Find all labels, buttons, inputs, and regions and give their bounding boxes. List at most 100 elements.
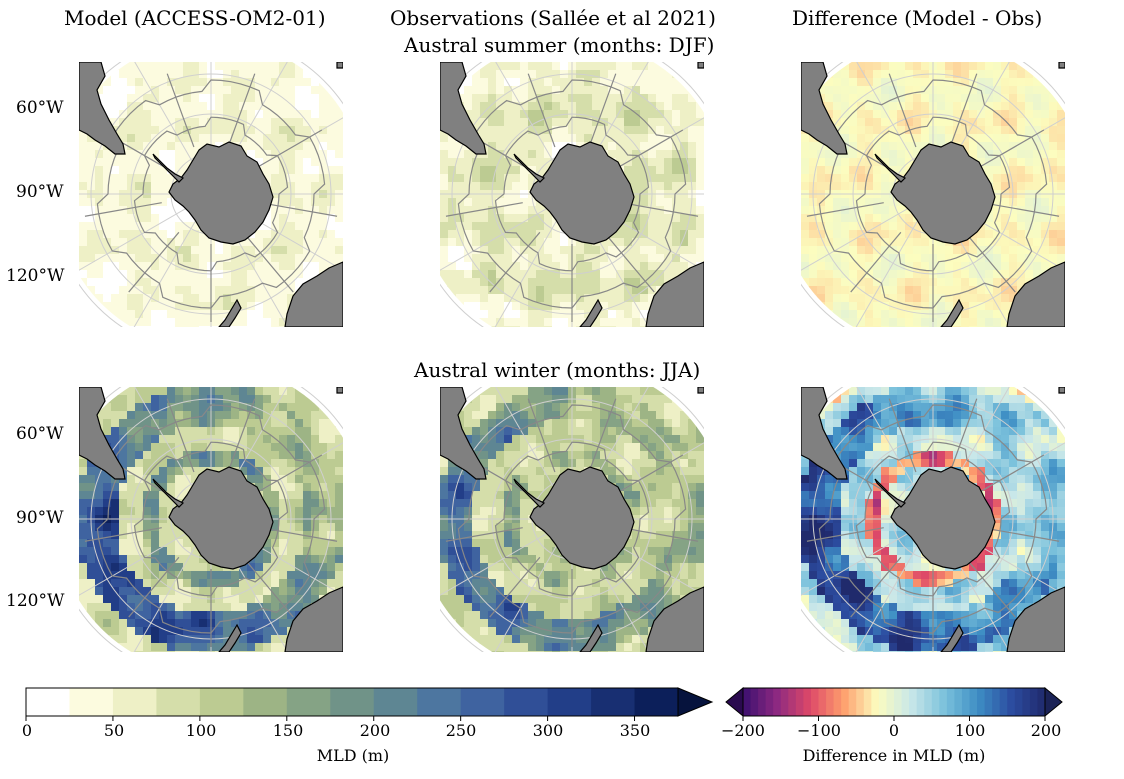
- field-cell: [1049, 198, 1058, 207]
- field-cell: [881, 182, 890, 191]
- field-cell: [632, 206, 641, 215]
- field-cell: [993, 166, 1002, 175]
- field-cell: [664, 403, 673, 412]
- field-cell: [648, 230, 657, 239]
- field-cell: [456, 483, 465, 492]
- field-cell: [528, 443, 537, 452]
- field-cell: [889, 230, 898, 239]
- field-cell: [311, 435, 320, 444]
- field-cell: [656, 142, 665, 151]
- field-cell: [303, 595, 312, 604]
- field-cell: [183, 651, 192, 652]
- field-cell: [648, 254, 657, 263]
- field-cell: [600, 403, 609, 412]
- field-cell: [672, 443, 681, 452]
- field-cell: [985, 118, 994, 127]
- field-cell: [263, 302, 272, 311]
- field-cell: [552, 475, 561, 484]
- field-cell: [688, 126, 697, 135]
- field-cell: [87, 563, 96, 572]
- field-cell: [889, 134, 898, 143]
- field-cell: [271, 555, 280, 564]
- field-cell: [865, 318, 874, 327]
- field-cell: [608, 286, 617, 295]
- field-cell: [512, 475, 521, 484]
- field-cell: [993, 126, 1002, 135]
- field-cell: [672, 507, 681, 516]
- field-cell: [857, 118, 866, 127]
- field-cell: [191, 134, 200, 143]
- field-cell: [191, 110, 200, 119]
- field-cell: [632, 230, 641, 239]
- field-cell: [215, 403, 224, 412]
- field-cell: [632, 262, 641, 271]
- field-cell: [263, 627, 272, 636]
- field-cell: [921, 246, 930, 255]
- field-cell: [809, 270, 818, 279]
- field-cell: [616, 443, 625, 452]
- field-cell: [985, 254, 994, 263]
- field-cell: [127, 635, 136, 644]
- field-cell: [143, 310, 152, 319]
- field-cell: [335, 435, 343, 444]
- field-cell: [969, 294, 978, 303]
- field-cell: [311, 238, 320, 247]
- field-cell: [648, 70, 657, 79]
- field-cell: [1025, 94, 1034, 103]
- field-cell: [183, 286, 192, 295]
- field-cell: [656, 150, 665, 159]
- basin-boundary: [964, 231, 1016, 293]
- field-cell: [303, 238, 312, 247]
- field-cell: [456, 270, 465, 279]
- field-cell: [167, 150, 176, 159]
- field-cell: [480, 262, 489, 271]
- field-cell: [151, 571, 160, 580]
- field-cell: [175, 411, 184, 420]
- field-cell: [833, 230, 842, 239]
- field-cell: [905, 78, 914, 87]
- field-cell: [159, 158, 168, 167]
- field-cell: [1001, 126, 1010, 135]
- field-cell: [79, 571, 88, 580]
- field-cell: [977, 238, 986, 247]
- field-cell: [1017, 222, 1026, 231]
- field-cell: [127, 451, 136, 460]
- field-cell: [135, 539, 144, 548]
- field-cell: [167, 62, 176, 71]
- field-cell: [263, 427, 272, 436]
- field-cell: [616, 326, 625, 327]
- field-cell: [199, 270, 208, 279]
- field-cell: [311, 262, 320, 271]
- field-cell: [151, 262, 160, 271]
- field-cell: [1033, 158, 1042, 167]
- field-cell: [143, 627, 152, 636]
- field-cell: [159, 230, 168, 239]
- field-cell: [167, 262, 176, 271]
- field-cell: [552, 262, 561, 271]
- field-cell: [1001, 294, 1010, 303]
- field-cell: [953, 262, 962, 271]
- field-cell: [464, 254, 473, 263]
- field-cell: [1017, 174, 1026, 183]
- field-cell: [584, 411, 593, 420]
- field-cell: [592, 459, 601, 468]
- field-cell: [103, 230, 112, 239]
- field-cell: [600, 443, 609, 452]
- field-cell: [167, 318, 176, 327]
- field-cell: [303, 451, 312, 460]
- field-cell: [680, 214, 689, 223]
- field-cell: [167, 523, 176, 532]
- africa-tip: [336, 387, 343, 394]
- lon-label-90w-summer: 90°W: [16, 182, 64, 202]
- field-cell: [311, 110, 320, 119]
- field-cell: [873, 302, 882, 311]
- field-cell: [1001, 102, 1010, 111]
- field-cell: [183, 238, 192, 247]
- field-cell: [247, 94, 256, 103]
- field-cell: [809, 134, 818, 143]
- field-cell: [488, 310, 497, 319]
- field-cell: [440, 254, 449, 263]
- field-cell: [287, 110, 296, 119]
- field-cell: [311, 507, 320, 516]
- field-cell: [1001, 270, 1010, 279]
